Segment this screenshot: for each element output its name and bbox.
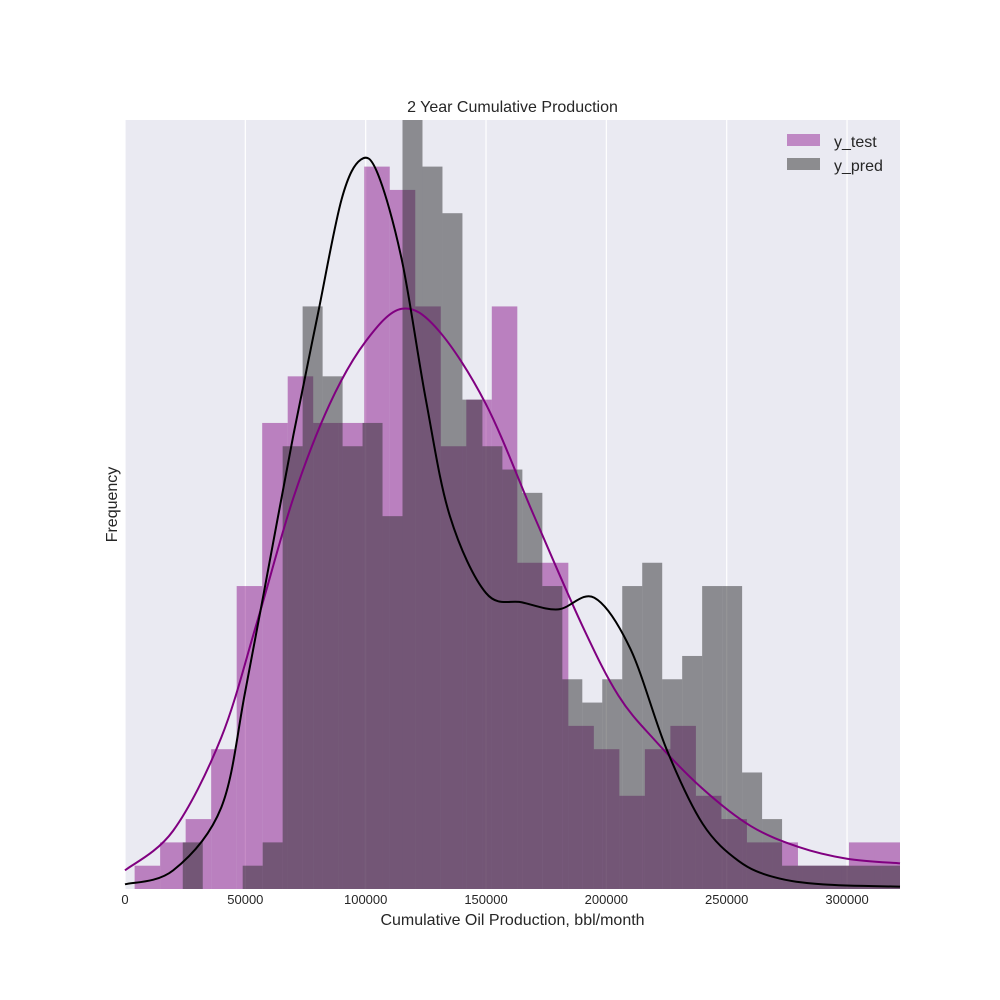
y-pred-bar <box>482 446 503 889</box>
y-pred-bar <box>402 120 423 889</box>
x-tick-label: 150000 <box>464 892 507 907</box>
y-pred-bar <box>442 213 463 889</box>
y-pred-bar <box>622 586 643 889</box>
legend: y_test y_pred <box>787 134 883 175</box>
y-pred-bar <box>841 865 862 889</box>
y-test-bar <box>134 865 161 889</box>
y-pred-bar <box>602 679 623 889</box>
x-axis-ticks: 0 50000 100000 150000 200000 250000 300000 <box>121 892 868 907</box>
y-pred-bar <box>762 819 783 889</box>
y-pred-bar <box>322 376 343 889</box>
y-pred-bar <box>881 865 900 889</box>
y-pred-bar <box>362 422 383 889</box>
x-tick-label: 50000 <box>227 892 263 907</box>
x-tick-label: 0 <box>121 892 128 907</box>
y-pred-bar <box>682 655 703 889</box>
chart-title: 2 Year Cumulative Production <box>407 99 618 116</box>
y-pred-bar <box>242 865 263 889</box>
legend-swatch-y-pred <box>787 158 820 170</box>
y-pred-bar <box>582 702 603 889</box>
y-pred-bar <box>642 562 663 889</box>
x-tick-label: 300000 <box>825 892 868 907</box>
y-pred-bar <box>861 865 882 889</box>
x-tick-label: 250000 <box>705 892 748 907</box>
x-tick-label: 200000 <box>585 892 628 907</box>
y-pred-bar <box>282 446 303 889</box>
y-pred-bar <box>262 842 283 889</box>
y-test-bar <box>236 586 263 889</box>
legend-swatch-y-test <box>787 134 820 146</box>
y-pred-bar <box>382 516 403 889</box>
y-pred-bar <box>802 865 823 889</box>
x-tick-label: 100000 <box>344 892 387 907</box>
y-pred-bar <box>742 772 763 889</box>
y-pred-bar <box>822 865 842 889</box>
kde-curve-y-pred <box>124 156 901 888</box>
legend-label-y-test: y_test <box>834 134 877 151</box>
y-pred-bars <box>182 120 900 889</box>
y-test-bar <box>160 842 186 889</box>
y-pred-bar <box>342 446 363 889</box>
y-pred-bar <box>722 586 743 889</box>
y-pred-bar <box>422 166 443 889</box>
y-pred-bar <box>542 586 563 889</box>
y-pred-bar <box>302 306 323 889</box>
kde-curve-y-test <box>124 307 901 872</box>
y-pred-bar <box>702 586 723 889</box>
y-pred-bar <box>502 469 523 889</box>
y-pred-bar <box>462 399 483 889</box>
y-pred-bar <box>782 865 803 889</box>
y-pred-bar <box>662 679 683 889</box>
y-axis-label: Frequency <box>104 467 121 543</box>
x-axis-label: Cumulative Oil Production, bbl/month <box>380 912 644 929</box>
y-pred-bar <box>182 842 203 889</box>
kde-curves <box>124 156 901 888</box>
y-pred-bar <box>522 492 543 889</box>
y-pred-bar <box>562 679 583 889</box>
legend-label-y-pred: y_pred <box>834 158 883 175</box>
